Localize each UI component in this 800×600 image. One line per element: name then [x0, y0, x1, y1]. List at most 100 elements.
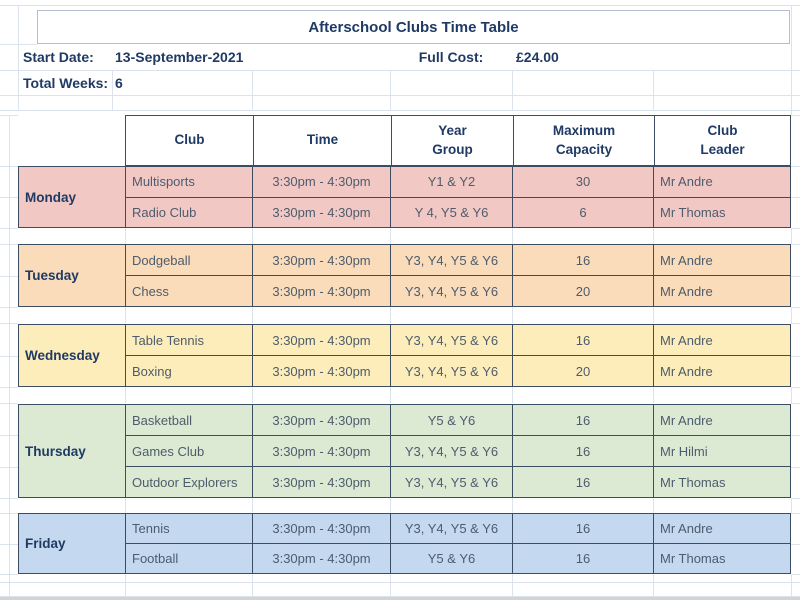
- gridline: [791, 244, 800, 245]
- gridline: [252, 228, 253, 244]
- day-label-friday[interactable]: Friday: [25, 536, 66, 551]
- gridline: [791, 574, 800, 575]
- cell-club[interactable]: Basketball: [125, 405, 252, 435]
- gridline: [0, 582, 800, 583]
- gridline: [653, 498, 654, 513]
- gridline: [125, 498, 126, 513]
- cell-capacity[interactable]: 6: [512, 196, 653, 227]
- cell-leader[interactable]: Mr Andre: [653, 275, 790, 306]
- gridline: [653, 228, 654, 244]
- cell-club[interactable]: Outdoor Explorers: [125, 466, 252, 497]
- cell-leader[interactable]: Mr Andre: [653, 245, 790, 275]
- cell-year-group[interactable]: Y3, Y4, Y5 & Y6: [390, 514, 512, 543]
- cell-club[interactable]: Radio Club: [125, 196, 252, 227]
- gridline: [0, 95, 800, 96]
- column-header-club[interactable]: Club: [174, 132, 205, 148]
- total-weeks-value[interactable]: 6: [115, 74, 123, 91]
- cell-club[interactable]: Multisports: [125, 167, 252, 197]
- cell-leader[interactable]: Mr Andre: [653, 405, 790, 435]
- cell-leader[interactable]: Mr Andre: [653, 514, 790, 543]
- day-label-monday[interactable]: Monday: [25, 189, 77, 205]
- cell-capacity[interactable]: 16: [512, 435, 653, 466]
- gridline: [512, 228, 513, 244]
- cell-club[interactable]: Table Tennis: [125, 325, 252, 355]
- gridline: [791, 115, 800, 116]
- cell-club[interactable]: Dodgeball: [125, 245, 252, 275]
- cell-club[interactable]: Football: [125, 543, 252, 573]
- cell-time[interactable]: 3:30pm - 4:30pm: [252, 435, 390, 466]
- day-label-wednesday[interactable]: Wednesday: [25, 348, 100, 363]
- cell-capacity[interactable]: 16: [512, 405, 653, 435]
- cell-time[interactable]: 3:30pm - 4:30pm: [252, 325, 390, 355]
- cell-year-group[interactable]: Y3, Y4, Y5 & Y6: [390, 355, 512, 386]
- cell-year-group[interactable]: Y3, Y4, Y5 & Y6: [390, 466, 512, 497]
- column-header-maximum-capacity[interactable]: Maximum Capacity: [513, 116, 654, 165]
- cell-leader[interactable]: Mr Andre: [653, 355, 790, 386]
- cell-year-group[interactable]: Y5 & Y6: [390, 405, 512, 435]
- gridline: [0, 5, 800, 6]
- start-date-value[interactable]: 13-September-2021: [115, 49, 244, 65]
- cell-leader[interactable]: Mr Andre: [653, 325, 790, 355]
- full-cost-label: Full Cost:: [418, 49, 484, 65]
- full-cost-value[interactable]: £24.00: [516, 49, 559, 65]
- cell-time[interactable]: 3:30pm - 4:30pm: [252, 514, 390, 543]
- cell-capacity[interactable]: 16: [512, 514, 653, 543]
- gridline: [512, 70, 513, 110]
- cell-capacity[interactable]: 30: [512, 167, 653, 197]
- cell-capacity[interactable]: 16: [512, 466, 653, 497]
- gridline: [252, 387, 253, 403]
- cell-time[interactable]: 3:30pm - 4:30pm: [252, 355, 390, 386]
- cell-time[interactable]: 3:30pm - 4:30pm: [252, 466, 390, 497]
- cell-capacity[interactable]: 16: [512, 543, 653, 573]
- cell-year-group[interactable]: Y3, Y4, Y5 & Y6: [390, 325, 512, 355]
- gridline: [791, 498, 800, 499]
- cell-leader[interactable]: Mr Thomas: [653, 196, 790, 227]
- gridline: [512, 307, 513, 323]
- cell-time[interactable]: 3:30pm - 4:30pm: [252, 196, 390, 227]
- table-header-row: Club Time Year Group Maximum Capacity Cl…: [125, 115, 791, 166]
- gridline: [791, 574, 792, 596]
- cell-time[interactable]: 3:30pm - 4:30pm: [252, 245, 390, 275]
- cell-club[interactable]: Chess: [125, 275, 252, 306]
- column-header-year-group[interactable]: Year Group: [391, 116, 513, 165]
- gridline: [653, 70, 654, 110]
- cell-time[interactable]: 3:30pm - 4:30pm: [252, 275, 390, 306]
- gridline: [512, 574, 513, 596]
- day-label-tuesday[interactable]: Tuesday: [25, 268, 79, 283]
- cell-club[interactable]: Tennis: [125, 514, 252, 543]
- cell-time[interactable]: 3:30pm - 4:30pm: [252, 405, 390, 435]
- cell-year-group[interactable]: Y 4, Y5 & Y6: [390, 196, 512, 227]
- cell-time[interactable]: 3:30pm - 4:30pm: [252, 167, 390, 197]
- gridline: [791, 513, 800, 514]
- gridline: [125, 228, 126, 244]
- cell-capacity[interactable]: 20: [512, 355, 653, 386]
- cell-capacity[interactable]: 16: [512, 245, 653, 275]
- gridline: [512, 498, 513, 513]
- sheet-bottom-edge: [0, 597, 800, 600]
- cell-leader[interactable]: Mr Hilmi: [653, 435, 790, 466]
- cell-year-group[interactable]: Y3, Y4, Y5 & Y6: [390, 435, 512, 466]
- cell-club[interactable]: Boxing: [125, 355, 252, 386]
- day-label-thursday[interactable]: Thursday: [25, 443, 86, 459]
- sheet-title-cell[interactable]: Afterschool Clubs Time Table: [37, 10, 790, 44]
- cell-time[interactable]: 3:30pm - 4:30pm: [252, 543, 390, 573]
- cell-club[interactable]: Games Club: [125, 435, 252, 466]
- cell-year-group[interactable]: Y1 & Y2: [390, 167, 512, 197]
- cell-capacity[interactable]: 16: [512, 325, 653, 355]
- gridline: [791, 228, 800, 229]
- cell-year-group[interactable]: Y5 & Y6: [390, 543, 512, 573]
- cell-leader[interactable]: Mr Thomas: [653, 466, 790, 497]
- column-header-club-leader[interactable]: Club Leader: [654, 116, 790, 165]
- column-header-time[interactable]: Time: [253, 116, 391, 165]
- cell-year-group[interactable]: Y3, Y4, Y5 & Y6: [390, 245, 512, 275]
- gridline: [9, 115, 10, 597]
- gridline: [252, 498, 253, 513]
- cell-leader[interactable]: Mr Andre: [653, 167, 790, 197]
- cell-capacity[interactable]: 20: [512, 275, 653, 306]
- gridline: [252, 307, 253, 323]
- gridline: [791, 403, 800, 404]
- cell-year-group[interactable]: Y3, Y4, Y5 & Y6: [390, 275, 512, 306]
- gridline: [0, 596, 800, 597]
- cell-leader[interactable]: Mr Thomas: [653, 543, 790, 573]
